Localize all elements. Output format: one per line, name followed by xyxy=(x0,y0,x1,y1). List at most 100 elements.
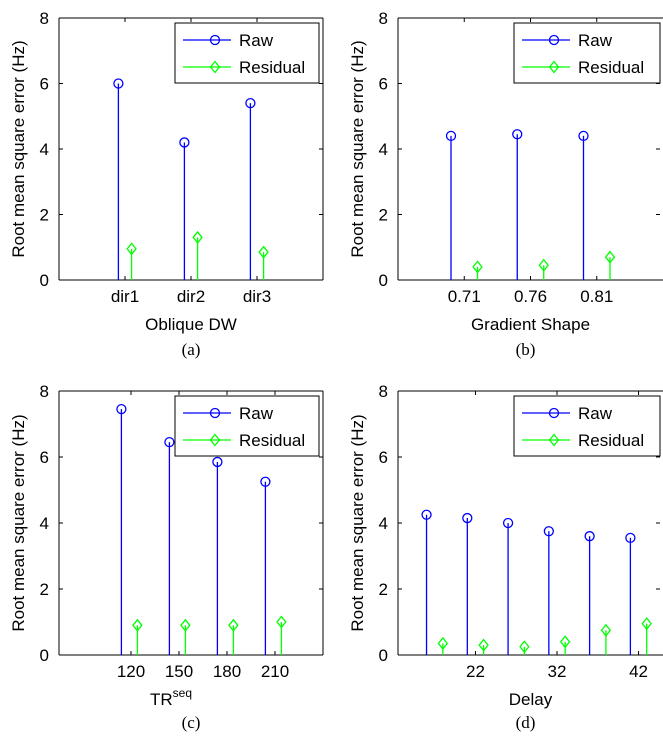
residual-marker xyxy=(132,618,143,632)
x-tick-label: 180 xyxy=(213,662,241,681)
x-tick-label: dir1 xyxy=(111,287,139,306)
panel-caption: (b) xyxy=(516,340,536,359)
legend-raw-marker xyxy=(209,34,221,46)
raw-marker xyxy=(625,532,636,543)
raw-marker xyxy=(116,403,127,415)
residual-marker xyxy=(258,245,269,259)
x-tick-label: 42 xyxy=(629,662,648,681)
y-tick-label: 2 xyxy=(379,206,388,225)
residual-marker xyxy=(437,636,449,650)
legend-raw-label: Raw xyxy=(239,31,274,50)
y-tick-label: 4 xyxy=(379,140,388,159)
raw-marker xyxy=(113,78,124,89)
y-tick-label: 0 xyxy=(379,646,388,665)
raw-marker xyxy=(543,526,554,537)
legend-raw-label: Raw xyxy=(239,404,274,423)
y-tick-label: 6 xyxy=(379,75,388,94)
legend-residual-marker xyxy=(548,433,560,447)
x-axis-label-main: Gradient Shape xyxy=(471,315,590,334)
y-tick-label: 0 xyxy=(379,271,388,290)
residual-marker xyxy=(228,618,239,632)
raw-marker xyxy=(584,531,595,542)
legend-residual-label: Residual xyxy=(239,58,305,77)
chart-panel-3: 0 2 4 6 8 120 150 180 210 Root mean square error … xyxy=(9,382,324,732)
y-tick-label: 0 xyxy=(40,271,49,290)
panel-caption: (d) xyxy=(516,713,536,732)
x-tick-label: 22 xyxy=(466,662,485,681)
y-tick-label: 2 xyxy=(40,580,49,599)
x-tick-label: dir2 xyxy=(177,287,205,306)
legend-raw-label: Raw xyxy=(578,31,613,50)
y-tick-label: 6 xyxy=(379,448,388,467)
y-axis-label: Root mean square error (Hz) xyxy=(348,414,367,631)
residual-marker xyxy=(126,242,137,256)
legend-residual-marker xyxy=(548,60,560,74)
x-tick-label: 0.76 xyxy=(514,287,547,306)
y-tick-label: 2 xyxy=(40,206,49,225)
panel-caption: (c) xyxy=(182,713,201,732)
chart-panel-4: 0 2 4 6 8 22 32 42 Root mean square error (Hz) De… xyxy=(348,382,663,732)
residual-marker xyxy=(519,640,530,654)
x-tick-label: dir3 xyxy=(243,287,271,306)
y-tick-label: 8 xyxy=(40,382,49,401)
y-tick-label: 0 xyxy=(40,646,49,665)
raw-marker xyxy=(164,436,175,448)
legend-raw-marker xyxy=(209,407,221,419)
legend-box xyxy=(174,395,320,457)
y-tick-label: 6 xyxy=(40,448,49,467)
y-tick-label: 6 xyxy=(40,75,49,94)
x-axis-label-main: TR xyxy=(150,690,173,709)
x-axis-label: TRseq xyxy=(150,686,192,709)
residual-marker xyxy=(192,230,203,244)
residual-marker xyxy=(276,615,287,629)
legend-residual-marker xyxy=(209,433,221,447)
residual-marker xyxy=(600,623,612,637)
raw-marker xyxy=(445,130,457,142)
y-tick-label: 8 xyxy=(379,382,388,401)
y-tick-label: 4 xyxy=(379,514,388,533)
chart-panel-2: 0 2 4 6 8 0.71 0.76 0.81 Root mean square error … xyxy=(348,9,663,359)
x-tick-label: 0.71 xyxy=(448,287,481,306)
legend-raw-marker xyxy=(548,407,560,419)
y-axis-label: Root mean square error (Hz) xyxy=(9,40,28,257)
chart-panel-1: 0 2 4 6 8 dir1 dir2 dir3 Root mean square error … xyxy=(9,9,324,359)
residual-marker xyxy=(559,635,571,649)
y-axis-label: Root mean square error (Hz) xyxy=(348,40,367,257)
x-axis-label-main: Oblique DW xyxy=(145,315,237,334)
legend-box xyxy=(513,22,661,84)
y-axis-label: Root mean square error (Hz) xyxy=(9,414,28,631)
x-axis-label: Oblique DW xyxy=(145,315,237,334)
y-tick-label: 8 xyxy=(40,9,49,28)
legend-residual-marker xyxy=(209,60,221,74)
legend-residual-label: Residual xyxy=(239,431,305,450)
y-tick-label: 2 xyxy=(379,580,388,599)
raw-marker xyxy=(502,517,514,529)
x-tick-label: 210 xyxy=(261,662,289,681)
legend-box xyxy=(513,395,661,457)
y-tick-label: 4 xyxy=(40,140,49,159)
y-tick-label: 4 xyxy=(40,514,49,533)
x-axis-label-main: Delay xyxy=(509,690,553,709)
residual-marker xyxy=(180,618,191,632)
x-axis-label: Gradient Shape xyxy=(471,315,590,334)
legend-box xyxy=(174,22,320,84)
legend-residual-label: Residual xyxy=(578,431,644,450)
residual-marker xyxy=(641,617,652,631)
residual-marker xyxy=(604,250,616,264)
raw-marker xyxy=(512,129,523,140)
raw-marker xyxy=(578,130,589,142)
raw-marker xyxy=(421,509,432,520)
residual-marker xyxy=(472,260,483,274)
raw-marker xyxy=(245,98,256,109)
x-tick-label: 120 xyxy=(117,662,145,681)
raw-marker xyxy=(462,512,473,524)
x-tick-label: 150 xyxy=(165,662,193,681)
x-tick-label: 32 xyxy=(548,662,567,681)
legend-raw-label: Raw xyxy=(578,404,613,423)
panel-caption: (a) xyxy=(182,340,201,359)
raw-marker xyxy=(260,476,271,487)
raw-marker xyxy=(212,456,223,468)
residual-marker xyxy=(538,258,549,272)
residual-marker xyxy=(478,638,489,652)
